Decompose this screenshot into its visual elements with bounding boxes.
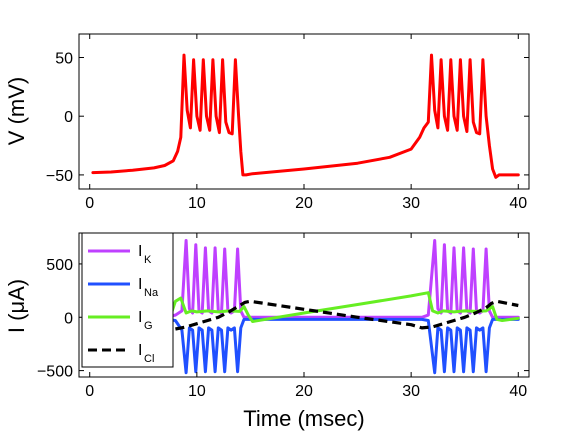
series-line	[91, 53, 520, 179]
y-tick-label: 0	[64, 310, 73, 327]
legend-label-subscript: Cl	[144, 353, 154, 365]
y-tick-label: −500	[37, 364, 73, 381]
voltage-panel: 0 10 20 30 40 50 0 −50 V (mV)	[4, 33, 530, 212]
x-tick-label: 10	[188, 195, 206, 212]
legend-label: I	[138, 342, 142, 359]
y-tick-label: 50	[55, 50, 73, 67]
x-tick-label: 20	[295, 195, 313, 212]
legend-label-subscript: G	[144, 320, 153, 332]
x-tick-label: 30	[402, 383, 420, 400]
y-tick-label: 500	[46, 257, 73, 274]
x-axis-label: Time (msec)	[243, 406, 364, 431]
series-group	[91, 53, 520, 179]
legend-label: I	[138, 309, 142, 326]
legend-label: I	[138, 243, 142, 260]
legend-box	[81, 232, 174, 368]
x-tick-label: 30	[402, 195, 420, 212]
x-tick-label: 40	[509, 195, 527, 212]
legend-label: I	[138, 276, 142, 293]
x-tick-label: 20	[295, 383, 313, 400]
legend-label-subscript: Na	[144, 287, 159, 299]
series-group	[91, 239, 520, 375]
y-tick-label: 0	[64, 109, 73, 126]
x-tick-label: 40	[509, 383, 527, 400]
y-axis-label: V (mV)	[4, 77, 29, 145]
axes-frame	[78, 33, 530, 190]
y-tick-label: −50	[46, 168, 73, 185]
x-tick-label: 10	[188, 383, 206, 400]
series-line-i-na	[91, 317, 520, 375]
series-line-i-cl	[175, 299, 519, 331]
y-axis-label: I (μA)	[4, 279, 29, 333]
legend: I KI NaI GI Cl	[81, 232, 174, 368]
legend-label-subscript: K	[144, 254, 152, 266]
x-tick-label: 0	[85, 383, 94, 400]
x-tick-label: 0	[85, 195, 94, 212]
